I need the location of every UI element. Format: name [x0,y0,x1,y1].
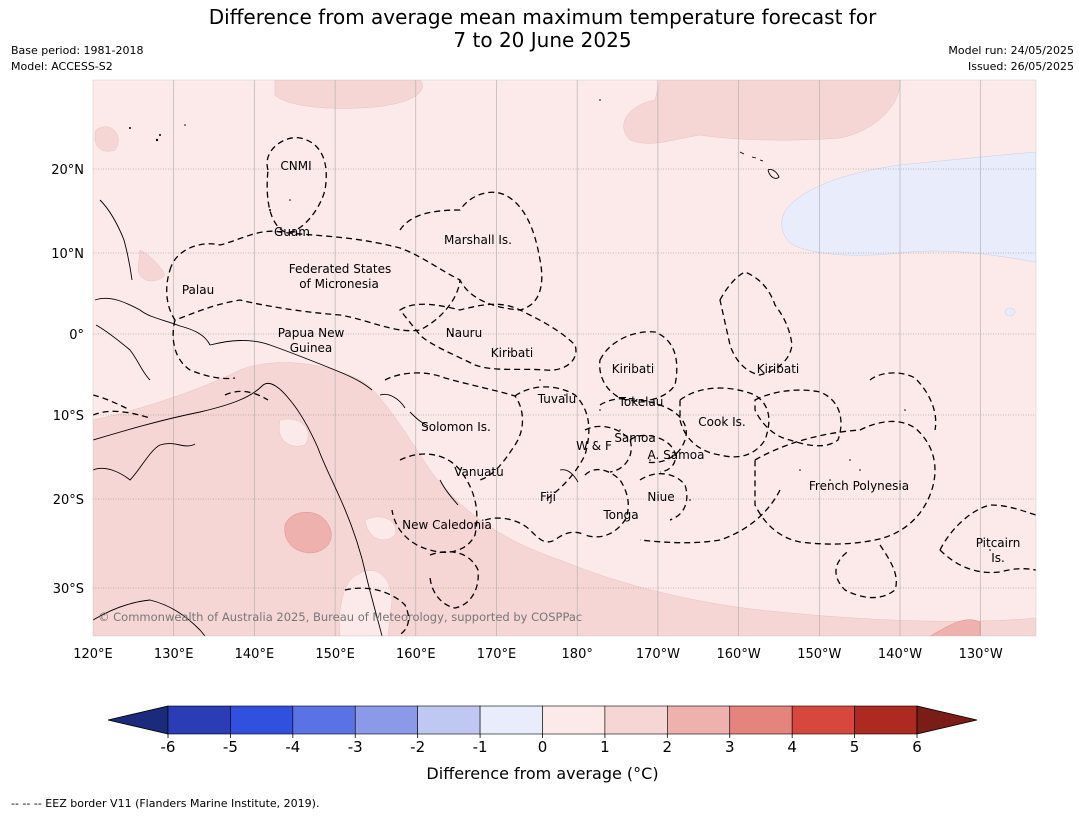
lat-label: 0° [69,328,84,343]
coastlines [93,151,780,636]
colorbar-segment [354,705,418,735]
lon-label: 180° [562,647,593,662]
anomaly-0-1-patches [278,418,397,636]
label-nauru: Nauru [446,326,482,340]
lon-label: 140°W [878,647,922,662]
label-kiribati-west: Kiribati [491,346,533,360]
colorbar-label: Difference from average (°C) [426,764,659,783]
label-new-caledonia: New Caledonia [402,518,492,532]
colorbar-tick-label: -1 [473,738,488,756]
colorbar-segment [230,705,294,735]
label-pitcairn-2: Is. [991,551,1005,565]
lon-label: 150°W [797,647,841,662]
colorbar-tick-label: -4 [285,738,300,756]
colorbar-segment [791,705,855,735]
latitude-labels: 20°N 10°N 0° 10°S 20°S 30°S [51,163,84,597]
colorbar-tick-label: -6 [161,738,176,756]
colorbar-tick-label: 3 [725,738,735,756]
label-tonga: Tonga [602,508,638,522]
label-palau: Palau [182,283,214,297]
colorbar-tick-label: 5 [850,738,860,756]
label-solomon: Solomon Is. [421,420,491,434]
lon-label: 130°E [154,647,194,662]
colorbar-tick-label: 1 [600,738,610,756]
anomaly-1-2-fields [93,80,1036,636]
lon-label: 130°W [959,647,1003,662]
label-png-2: Guinea [290,341,333,355]
label-fsm-2: of Micronesia [299,277,379,291]
label-tuvalu: Tuvalu [537,392,577,406]
label-cook: Cook Is. [698,415,745,429]
lat-label: 30°S [53,582,84,597]
colorbar-tick-label: 2 [663,738,673,756]
region-labels: CNMI Guam Marshall Is. Federated States … [182,159,1020,565]
colorbar-segment [167,705,231,735]
label-wf: W & F [576,439,612,453]
meta-left: Base period: 1981-2018 Model: ACCESS-S2 [11,43,143,75]
title-line-2: 7 to 20 June 2025 [453,28,632,52]
label-tokelau: Tokelau [618,395,664,409]
map-frame [92,79,1037,637]
colorbar-segment [479,705,543,735]
label-kiribati-central: Kiribati [612,362,654,376]
label-marshall: Marshall Is. [444,233,512,247]
label-png-1: Papua New [278,326,345,340]
label-pitcairn-1: Pitcairn [976,536,1021,550]
title-line-1: Difference from average mean maximum tem… [208,5,877,29]
eez-borders [93,137,1036,636]
colorbar-segment [729,705,793,735]
lat-label: 10°S [53,409,84,424]
base-period: Base period: 1981-2018 [11,44,144,57]
colorbar: -6 -5 -4 -3 -2 -1 0 1 2 3 4 5 6 [107,705,978,756]
label-samoa: Samoa [614,431,655,445]
colorbar-extend-high [916,705,978,735]
lon-label: 170°W [636,647,680,662]
colorbar-segment [292,705,356,735]
label-french-polynesia: French Polynesia [809,479,909,493]
lat-label: 10°N [51,247,84,262]
issued-date: Issued: 26/05/2025 [967,60,1074,73]
lon-label: 120°E [73,647,113,662]
lon-label: 160°E [396,647,436,662]
colorbar-tick-label: 6 [912,738,922,756]
colorbar-tick-label: 0 [538,738,548,756]
lon-label: 170°E [477,647,517,662]
lat-label: 20°S [53,493,84,508]
colorbar-segment [604,705,668,735]
colorbar-tick-label: -5 [223,738,238,756]
label-niue: Niue [647,490,674,504]
lon-label: 150°E [315,647,355,662]
lon-label: 160°W [717,647,761,662]
label-fsm-1: Federated States [289,262,391,276]
chart-title: Difference from average mean maximum tem… [0,6,1085,52]
label-cnmi: CNMI [280,159,311,173]
small-cool-patch [1004,307,1016,317]
colorbar-extend-low [107,705,169,735]
anomaly-2-3-fields [284,512,981,636]
label-fiji: Fiji [540,490,556,504]
island-dots [129,99,991,551]
longitude-labels: 120°E 130°E 140°E 150°E 160°E 170°E 180° 170°W 1… [73,647,1003,662]
anomaly-minus1-0-field [781,151,1036,263]
colorbar-segment [854,705,918,735]
colorbar-tick-label: -2 [410,738,425,756]
label-asamoa: A. Samoa [648,448,705,462]
colorbar-tick-label: 4 [787,738,797,756]
map-area [93,80,1036,636]
lat-label: 20°N [51,163,84,178]
label-vanuatu: Vanuatu [454,465,504,479]
model-name: Model: ACCESS-S2 [11,60,113,73]
colorbar-segment [417,705,481,735]
label-guam: Guam [274,225,310,239]
model-run: Model run: 24/05/2025 [948,44,1074,57]
colorbar-tick-label: -3 [348,738,363,756]
footer-eez-note: -- -- -- EEZ border V11 (Flanders Marine… [11,797,320,810]
label-kiribati-east: Kiribati [757,362,799,376]
meta-right: Model run: 24/05/2025 Issued: 26/05/2025 [948,43,1074,75]
colorbar-segment [542,705,606,735]
colorbar-segment [667,705,731,735]
copyright-notice: © Commonwealth of Australia 2025, Bureau… [98,610,582,624]
lon-label: 140°E [235,647,275,662]
